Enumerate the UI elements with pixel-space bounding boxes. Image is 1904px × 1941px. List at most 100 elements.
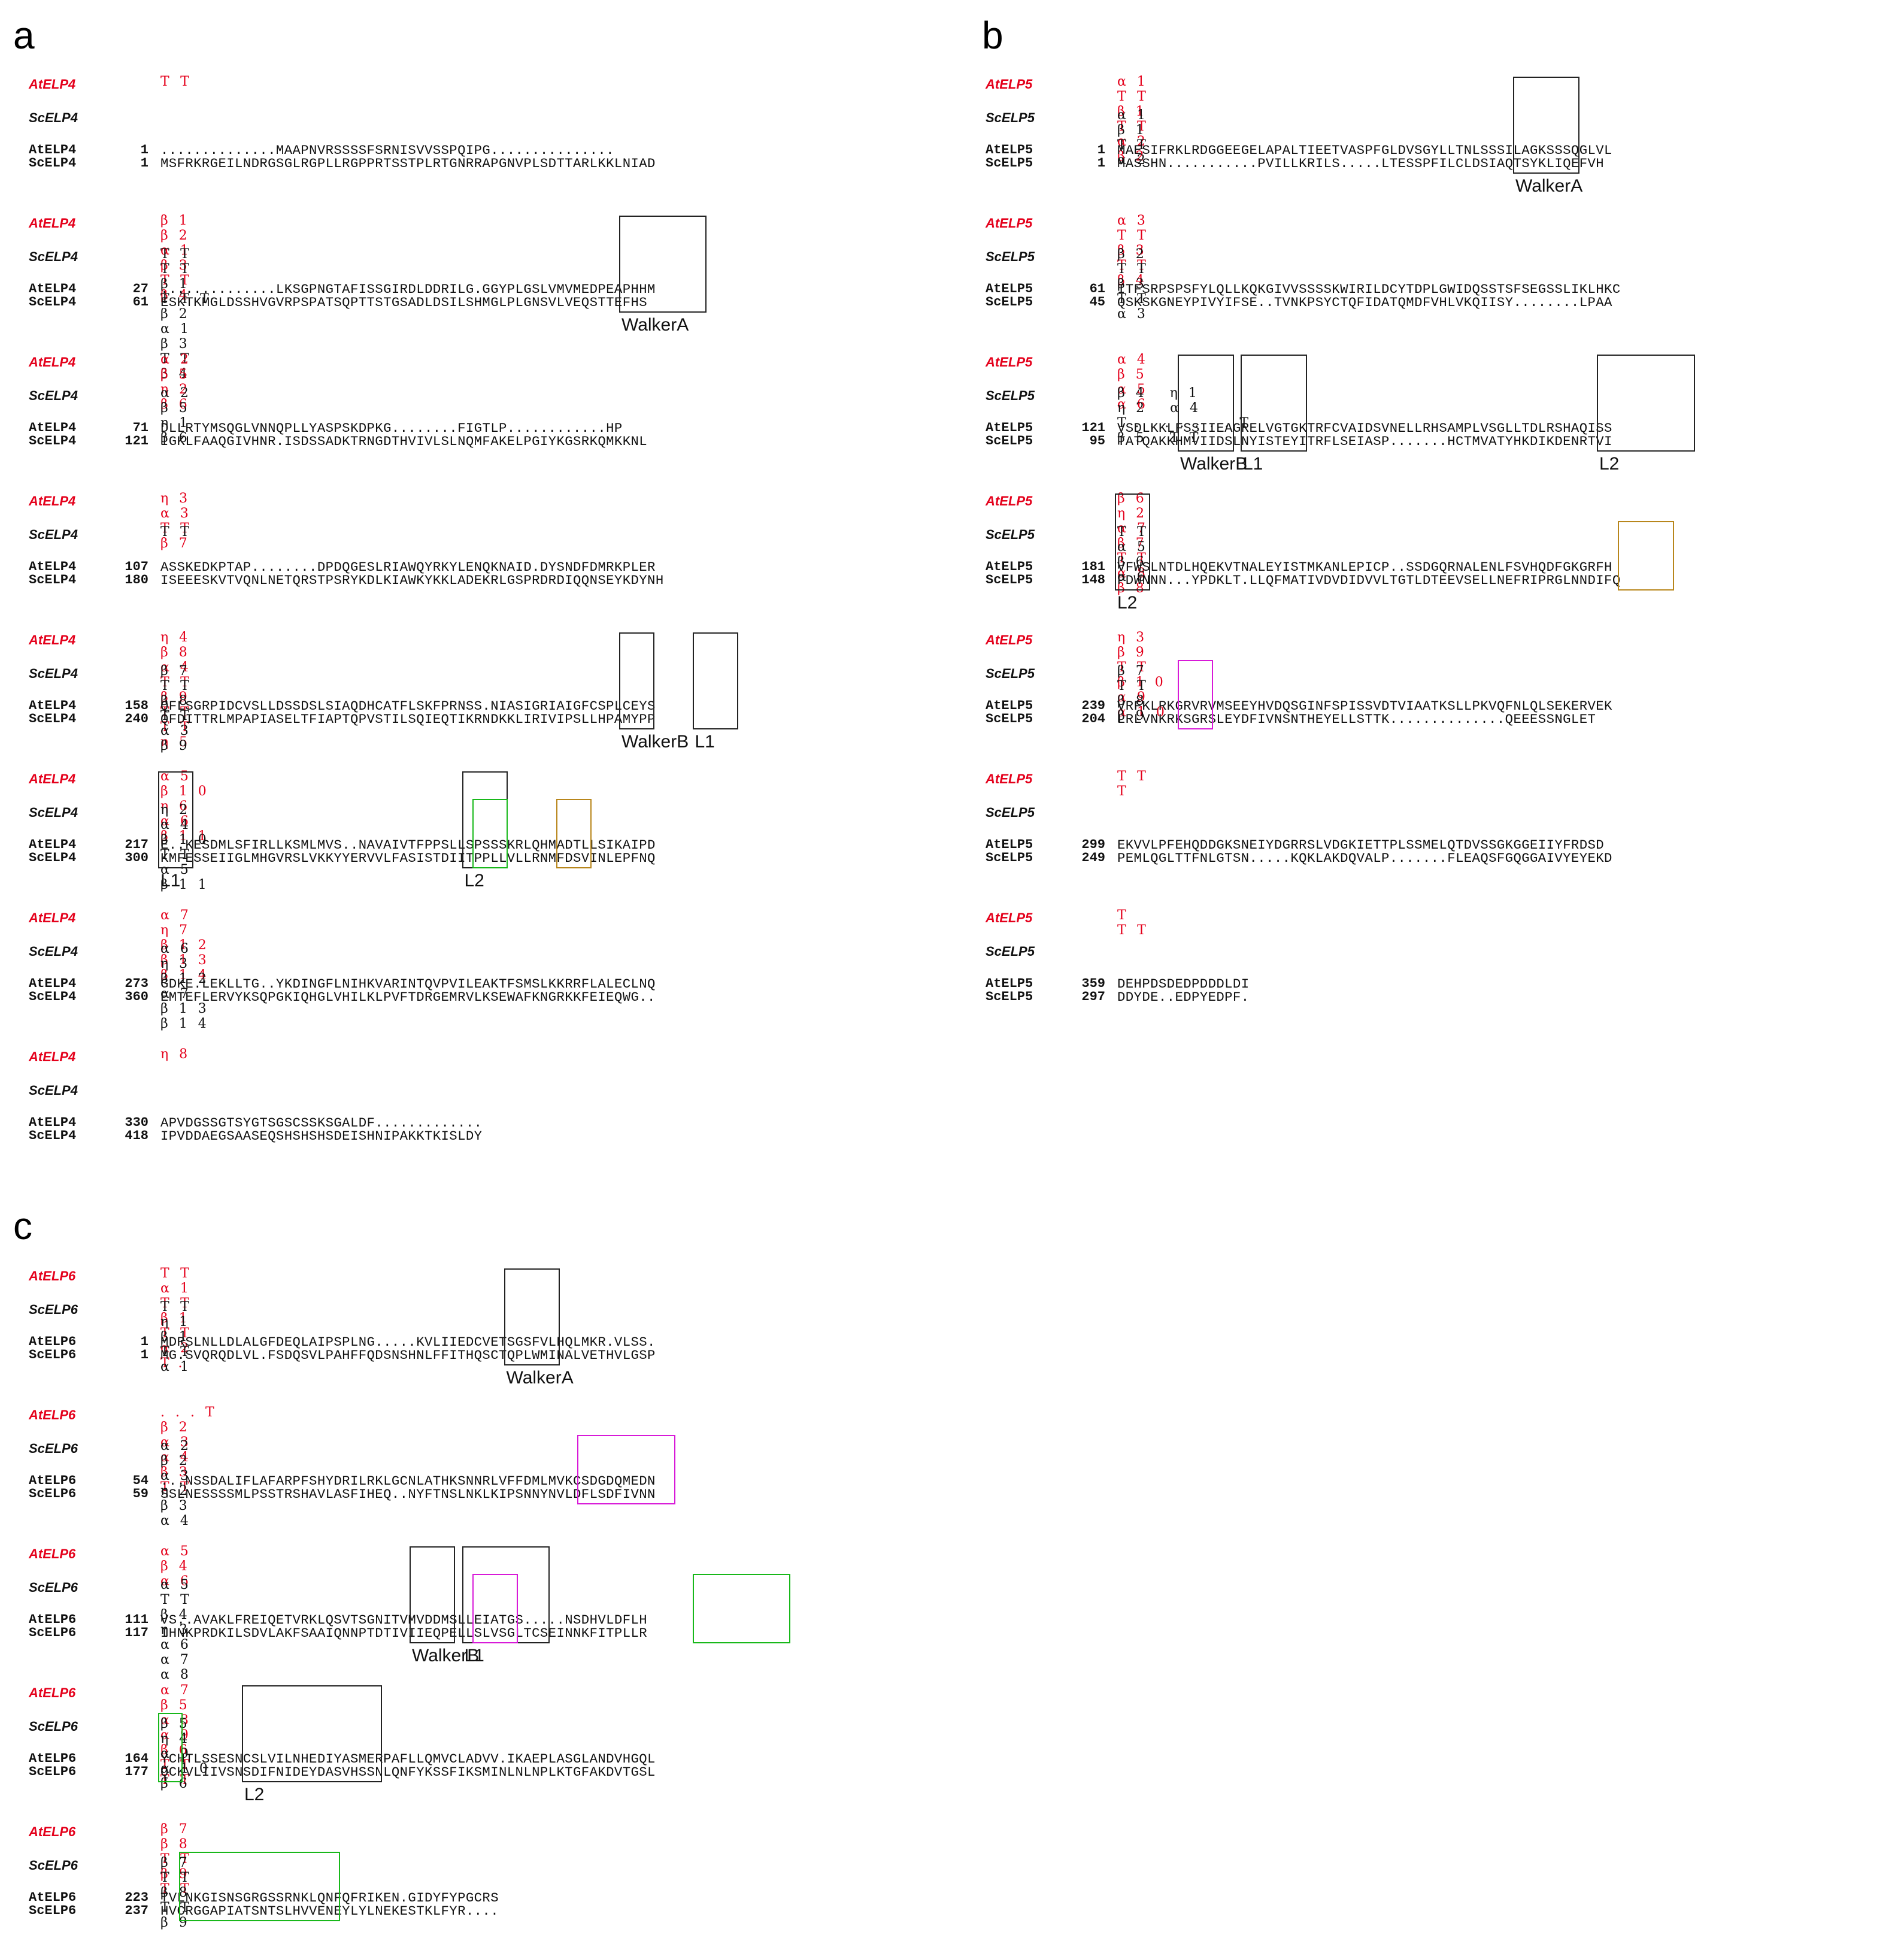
at-seq-name: AtELP4 [29, 837, 77, 852]
sc-sequence: MASSHN...........PVILLKRILS.....LTESSPFI… [1117, 156, 1605, 171]
magenta-region-box [577, 1435, 675, 1504]
at-sequence: DEHPDSDEDPDDDLDI [1117, 976, 1250, 992]
sc-secondary-structure: α5 TT β4 η3 α6 α7 α8 [160, 1577, 200, 1682]
motif-label: WalkerB [412, 1646, 480, 1666]
sc-seq-start: 177 [125, 1764, 148, 1779]
sc-seq-name: ScELP6 [29, 1625, 77, 1640]
sc-sequence: DDYDE..EDPYEDPF. [1117, 989, 1250, 1005]
sc-sequence: IPVDDAEGSAASEQSHSHSHSDEISHNIPAKKTKISLDY [160, 1128, 483, 1144]
at-ss-label: AtELP4 [29, 1049, 76, 1064]
at-secondary-structure: η8 [160, 1047, 199, 1062]
sc-ss-label: ScELP5 [986, 527, 1035, 542]
sc-seq-start: 360 [125, 989, 148, 1004]
at-secondary-structure: TT T [1117, 769, 1157, 799]
at-sequence: ...NSSDALIFLAFARPFSHYDRILRKLGCNLATHKSNNR… [160, 1473, 656, 1489]
at-seq-start: 158 [125, 698, 148, 713]
sc-seq-name: ScELP6 [29, 1348, 77, 1362]
sc-ss-label: ScELP5 [986, 666, 1035, 681]
sc-seq-name: ScELP5 [986, 850, 1033, 865]
at-ss-label: AtELP4 [29, 355, 76, 370]
at-secondary-structure: α5 β10 η6 α6 β11 [160, 769, 217, 844]
sc-sequence: TATQAKKHMVIIDSLNYISTEYITRFLSEIASP.......… [1117, 434, 1612, 449]
sc-seq-name: ScELP6 [29, 1486, 77, 1501]
at-ss-label: AtELP6 [29, 1546, 76, 1561]
motif-label: WalkerB [621, 732, 689, 752]
at-sequence: E..KESDMLSFIRLLKSMLMVS..NAVAIVTFPPSLLSPS… [160, 837, 656, 853]
at-secondary-structure: ...T β2 α3 α4 β3 TT [160, 1405, 225, 1495]
at-sequence: ASSKEDKPTAP........DPDQGESLRIAWQYRKYLENQ… [160, 559, 656, 575]
at-seq-start: 273 [125, 976, 148, 991]
sc-sequence: PDWNNN...YPDKLT.LLQFMATIVDVDIDVVLTGTLDTE… [1117, 573, 1621, 588]
sc-secondary-structure: α6 η3 β12 α7 β13 β14 [160, 941, 217, 1031]
sc-ss-label: ScELP5 [986, 944, 1035, 959]
sc-sequence: MG.SVQRQDLVL.FSDQSVLPAHFFQDSNSHNLFFITHQS… [160, 1348, 656, 1363]
at-ss-label: AtELP5 [986, 771, 1033, 786]
at-sequence: ..............LKSGPNGTAFISSGIRDLDDRILG.G… [160, 281, 656, 297]
sc-seq-name: ScELP4 [29, 711, 77, 726]
at-ss-label: AtELP4 [29, 632, 76, 647]
at-ss-label: AtELP6 [29, 1685, 76, 1700]
at-secondary-structure: α7 β5 α8 α9 β6 TT TT [160, 1683, 200, 1788]
at-sequence: QFLSGRPIDCVSLLDSSDSLSIAQDHCATFLSKFPRNSS.… [160, 698, 656, 714]
at-sequence: APVDGSSGTSYGTSGSCSSKSGALDF............. [160, 1115, 483, 1131]
sc-sequence: SSLNESSSSMLPSSTRSHAVLASFIHEQ..NYFTNSLNKL… [160, 1486, 656, 1502]
at-seq-start: 121 [1081, 420, 1105, 435]
sc-seq-name: ScELP4 [29, 434, 77, 449]
sc-ss-label: ScELP4 [29, 1083, 78, 1098]
at-seq-start: 27 [132, 281, 148, 296]
at-seq-name: AtELP4 [29, 1115, 77, 1130]
panel-letter-b: b [982, 14, 1003, 57]
motif-box [410, 1546, 455, 1643]
at-seq-start: 1 [140, 1334, 148, 1349]
motif-box [619, 632, 654, 729]
sc-secondary-structure: β7 TT β8 β9 [1117, 664, 1157, 723]
at-seq-start: 54 [132, 1473, 148, 1488]
sc-seq-start: 180 [125, 573, 148, 588]
at-sequence: ITFSRPSPSFYLQLLKQKGIVVSSSSKWIRILDCYTDPLG… [1117, 281, 1621, 297]
at-seq-start: 330 [125, 1115, 148, 1130]
at-seq-name: AtELP4 [29, 281, 77, 296]
at-secondary-structure: α7 η7 β12 β13 β14 [160, 908, 217, 983]
at-secondary-structure: TT [160, 74, 200, 89]
sc-secondary-structure: η2 α4 β10 TT α5 β11 [160, 803, 217, 892]
green-region-box [692, 1574, 790, 1643]
sc-ss-label: ScELP6 [29, 1719, 78, 1734]
at-seq-name: AtELP6 [29, 1751, 77, 1766]
sc-ss-label: ScELP4 [29, 944, 78, 959]
motif-box [1178, 355, 1234, 452]
motif-box [158, 771, 193, 868]
sc-seq-start: 300 [125, 850, 148, 865]
at-ss-label: AtELP4 [29, 493, 76, 508]
at-seq-name: AtELP5 [986, 559, 1033, 574]
sc-secondary-structure: TT α5 β6 α6 [1117, 525, 1157, 585]
sc-ss-label: ScELP4 [29, 805, 78, 820]
at-seq-name: AtELP5 [986, 698, 1033, 713]
sc-seq-start: 418 [125, 1128, 148, 1143]
at-seq-name: AtELP5 [986, 976, 1033, 991]
at-seq-name: AtELP5 [986, 837, 1033, 852]
motif-box [619, 216, 707, 313]
at-ss-label: AtELP6 [29, 1268, 76, 1283]
motif-label: WalkerB [1180, 454, 1248, 474]
sc-secondary-structure: α2 β2 α3 η2 β3 α4 [160, 1439, 199, 1528]
at-seq-start: 1 [140, 143, 148, 158]
sc-sequence: PEMLQGLTTFNLGTSN.....KQKLAKDQVALP.......… [1117, 850, 1612, 866]
sc-sequence: MSFRKRGEILNDRGSGLRGPLLRGPPRTSSTPLRTGNRRA… [160, 156, 656, 171]
at-seq-name: AtELP4 [29, 143, 77, 158]
at-ss-label: AtELP5 [986, 910, 1033, 925]
orange-region-box [1618, 521, 1674, 591]
at-seq-start: 299 [1081, 837, 1105, 852]
sc-ss-label: ScELP5 [986, 805, 1035, 820]
sc-sequence: KMFESSEIIGLMHGVRSLVKKYYERVVLFASISTDIITPP… [160, 850, 656, 866]
at-secondary-structure: α4 β5 α5 α6 [1117, 352, 1156, 412]
sc-seq-name: ScELP6 [29, 1903, 77, 1918]
sc-seq-start: 121 [125, 434, 148, 449]
sc-seq-start: 297 [1081, 989, 1105, 1004]
sc-ss-label: ScELP6 [29, 1858, 78, 1873]
at-sequence: VS..AVAKLFREIQETVRKLQSVTSGNITVMVDDMSLLEI… [160, 1612, 648, 1628]
sc-sequence: IGKLFAAQGIVHNR.ISDSSADKTRNGDTHVIVLSLNQMF… [160, 434, 648, 449]
motif-label: WalkerA [621, 315, 689, 335]
at-seq-name: AtELP4 [29, 698, 77, 713]
sc-seq-name: ScELP5 [986, 573, 1033, 588]
